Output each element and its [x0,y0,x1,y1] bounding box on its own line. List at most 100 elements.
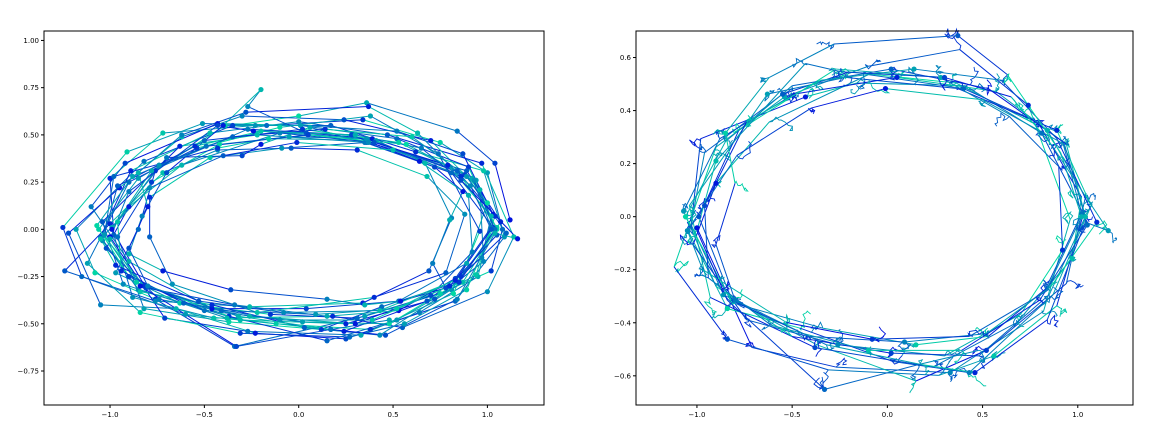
left-point [207,154,213,161]
left-point [245,103,251,110]
left-point [450,290,457,297]
left-point [447,217,453,223]
left-point [492,226,498,232]
left-segment [247,89,262,107]
left-point [296,113,302,119]
right-walk [897,341,912,351]
right-walk [977,98,986,108]
left-point [328,122,334,129]
right-segment [696,160,717,231]
right-point [888,66,894,72]
right-walk [813,79,824,91]
right-segment [1050,221,1098,287]
left-segment [159,298,250,317]
right-walk [689,138,703,151]
left-segment [456,130,496,164]
left-point [60,224,66,231]
right-walk [791,91,798,102]
left-segment [240,319,346,325]
right-segment [982,99,1065,145]
right-segment [673,266,728,340]
left-segment [351,134,420,162]
right-segment [919,363,976,374]
left-point [330,313,336,319]
left-point [322,126,328,132]
left-segment [130,132,211,172]
right-xtick-label: −1.0 [688,411,705,419]
right-segment [685,216,732,301]
right-segment [1008,116,1060,167]
right-segment [834,35,958,45]
right-walk [769,116,793,132]
left-point [431,296,438,302]
right-segment [986,285,1052,335]
left-point [401,321,407,327]
left-point [177,143,183,149]
left-segment [419,276,479,313]
right-segment [685,141,726,217]
right-segment [891,352,979,357]
right-point [701,202,708,209]
right-segment [688,152,706,234]
right-segment [688,205,711,298]
right-ytick-label: 0.6 [620,54,632,62]
left-point [460,188,466,195]
right-segment [913,68,1002,81]
left-segment [374,272,447,298]
right-segment [868,49,960,67]
right-segment [961,299,1040,351]
left-point [428,137,434,144]
left-segment [456,232,496,300]
left-segment [385,298,458,336]
right-segment [957,88,1058,131]
left-point [358,332,364,338]
right-point [720,292,727,298]
right-segment [978,294,1050,357]
left-axis-ticks: −1.0 −0.5 0.0 0.5 1.0 1.00 0.75 0.50 0.25 0.00 −0.… [18,37,493,419]
right-walk [729,289,743,306]
left-point [164,154,170,161]
left-point [299,319,306,325]
left-point [492,213,498,219]
right-segment [736,107,812,156]
right-walk [1056,152,1066,162]
right-walk [910,363,924,381]
right-segment [793,76,897,95]
left-segment [306,300,399,310]
left-segment [325,128,412,138]
left-point [431,164,438,170]
right-point [1084,222,1090,228]
left-point [507,217,513,223]
left-point [230,134,236,140]
left-segment [379,281,464,336]
left-point [281,309,287,316]
left-point [454,128,460,134]
left-segment [68,232,102,306]
left-point [209,302,215,308]
right-walk [759,76,770,83]
left-ytick-label: −0.75 [18,368,39,376]
left-point [454,296,460,302]
left-segment [430,140,481,191]
right-walk [687,230,698,246]
left-xtick-label: 1.0 [482,411,493,419]
left-segment [368,106,418,134]
right-walk [944,32,962,50]
left-point [209,306,215,312]
left-segment [330,319,390,330]
right-walk [703,297,718,314]
right-segment [683,138,721,212]
left-point [250,128,257,134]
right-ytick-label: −0.4 [614,319,632,327]
left-point [162,315,168,321]
right-point [960,85,967,92]
left-point [237,330,243,336]
right-walk [952,367,970,379]
left-point [477,228,483,234]
right-walk [909,377,917,394]
left-point [377,332,383,338]
left-chart: −1.0 −0.5 0.0 0.5 1.0 1.00 0.75 0.50 0.25 0.00 −0.… [18,30,545,419]
left-segment [471,178,492,228]
left-segment [90,206,130,262]
left-point [214,145,221,151]
